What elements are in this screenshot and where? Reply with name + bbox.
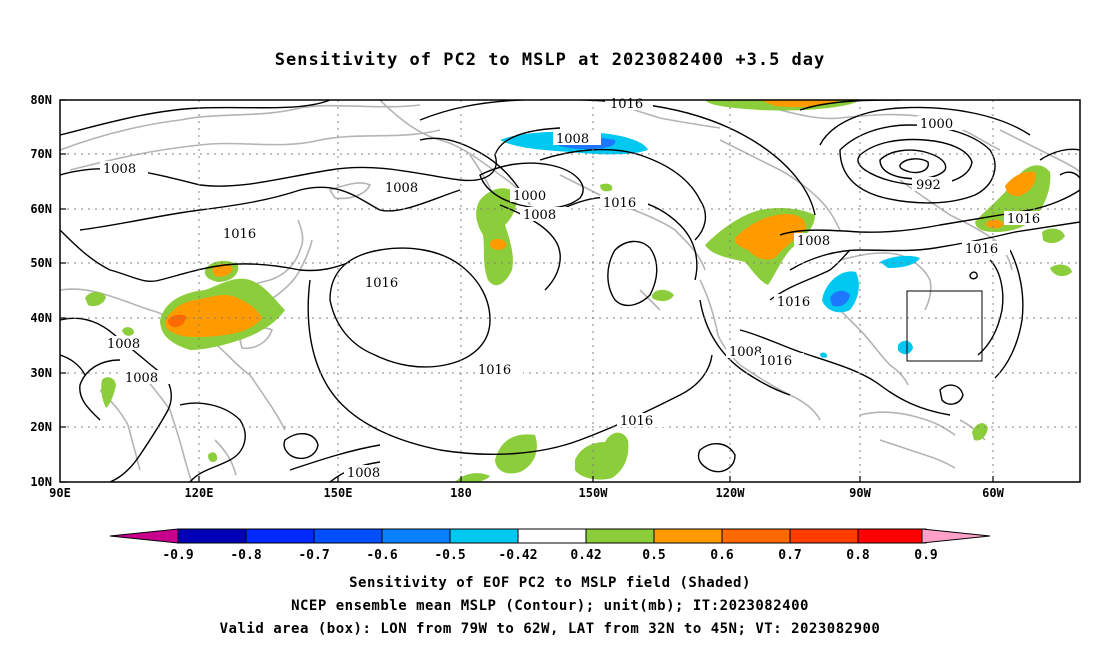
shade-green-small-2 [101,377,116,408]
contour-label: 1000 [513,189,546,204]
colorbar-label: -0.9 [162,548,193,563]
caption-valid-area: Valid area (box): LON from 79W to 62W, L… [219,621,881,637]
colorbar-cell [381,528,451,544]
caption-contour: NCEP ensemble mean MSLP (Contour); unit(… [291,598,809,614]
contour-label: 1016 [620,414,653,429]
lon-tick-label: 60W [982,486,1004,500]
contour-label: 1008 [523,208,556,223]
colorbar-cell [789,528,859,544]
contour-label: 1016 [223,227,256,242]
contour-label: 1008 [385,181,418,196]
shade-blue-great-lakes [830,290,850,307]
lon-tick-label: 180 [450,486,472,500]
shade-green-small-4 [122,327,134,336]
shade-orange-west-pacific [165,295,262,338]
shade-cyan-east-coast [898,340,913,355]
contour-label: 1016 [759,354,792,369]
map-frame [59,99,1081,483]
colorbar-label: 0.7 [778,548,801,563]
colorbar-label: -0.6 [366,548,397,563]
shade-green-subtropical-3 [455,473,490,482]
contour-label: 1016 [478,363,511,378]
colorbar-label: 0.5 [642,548,665,563]
contour-label: 1008 [103,162,136,177]
valid-area-box [906,290,983,362]
sensitivity-shading [85,100,1072,482]
axis-ticks [60,99,994,483]
contour-label: 1008 [729,345,762,360]
colorbar-cell [857,528,927,544]
colorbar-label: -0.8 [230,548,261,563]
shade-green-east-edge [1042,228,1065,244]
shade-orange-china [212,264,233,277]
colorbar-label: -0.42 [498,548,537,563]
colorbar-label: 0.42 [570,548,601,563]
shade-green-subtropical-2 [575,432,629,480]
shade-green-dateline [476,188,517,286]
lon-tick-label: 150E [324,486,353,500]
lat-tick-label: 10N [30,475,52,489]
colorbar-label: 0.8 [846,548,870,563]
contour-label: 1016 [1007,212,1040,227]
shade-cyan-hudson [880,255,920,268]
lat-tick-label: 60N [30,202,52,216]
shade-green-aleutian [652,289,674,302]
contour-label: 1016 [965,242,998,257]
caption-shading: Sensitivity of EOF PC2 to MSLP field (Sh… [349,575,751,591]
shade-green-gom [600,183,613,192]
colorbar-cell [653,528,723,544]
shade-orange-north-atlantic-2 [985,219,1004,229]
contour-label: 1008 [556,132,589,147]
lat-tick-label: 70N [30,147,52,161]
shade-green-east-edge-2 [1050,264,1072,277]
latitude-labels: 80N 70N 60N 50N 40N 30N 20N 10N [30,93,52,489]
colorbar-cell [721,528,791,544]
colorbar-cell [517,528,587,544]
colorbar: -0.9 -0.8 -0.7 -0.6 -0.5 -0.42 0.42 0.5 0.6 0.7 0.… [109,528,991,563]
contour-label: 1008 [797,234,830,249]
colorbar-cell [245,528,315,544]
colorbar-cell [585,528,655,544]
shade-green-small-1 [85,291,106,307]
map-title: Sensitivity of PC2 to MSLP at 2023082400… [274,50,826,70]
graticule [60,100,1080,482]
lon-tick-label: 150W [579,486,609,500]
contour-label: 1008 [107,337,140,352]
lat-tick-label: 50N [30,256,52,270]
contour-label: 1016 [777,295,810,310]
shade-cyan-small [820,352,828,358]
colorbar-cell [313,528,383,544]
shade-green-caribbean [972,423,988,441]
lon-tick-label: 120W [716,486,746,500]
contour-label: 1008 [347,466,380,481]
colorbar-label: 0.9 [914,548,937,563]
colorbar-label: 0.6 [710,548,734,563]
contour-label: 1016 [603,196,636,211]
lat-tick-label: 40N [30,311,52,325]
contour-label: 1008 [125,371,158,386]
colorbar-cell [449,528,519,544]
contour-label: 1016 [365,276,398,291]
colorbar-low-arrow [109,528,179,544]
lon-tick-label: 120E [185,486,214,500]
lat-tick-label: 80N [30,93,52,107]
colorbar-high-arrow [921,528,991,544]
lat-tick-label: 30N [30,366,52,380]
colorbar-label: -0.7 [298,548,329,563]
colorbar-label: -0.5 [434,548,465,563]
contour-label: 1000 [920,117,953,132]
contour-labels: 1016 1008 1008 1016 1008 1000 1008 1016 … [100,96,1052,481]
lon-tick-label: 90E [49,486,71,500]
shade-orange-north-atlantic [1005,171,1036,197]
longitude-labels: 90E 120E 150E 180 150W 120W 90W 60W [49,486,1004,500]
lat-tick-label: 20N [30,420,52,434]
lon-tick-label: 90W [849,486,871,500]
shade-orange-northeast-pacific [734,214,806,260]
contour-label: 992 [916,178,941,193]
shade-green-small-3 [208,452,218,463]
colorbar-cell [177,528,247,544]
shade-orange-dateline [490,238,507,250]
